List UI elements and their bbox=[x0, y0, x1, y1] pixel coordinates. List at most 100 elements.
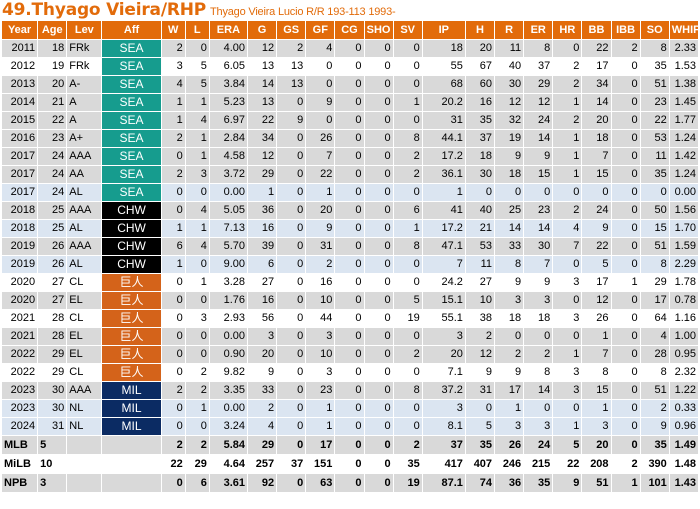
cell-cg: 0 bbox=[334, 309, 365, 328]
cell-era: 0.00 bbox=[208, 399, 249, 418]
cell-ip: 55.1 bbox=[421, 309, 466, 328]
cell-hr: 3 bbox=[552, 273, 583, 292]
cell-g: 92 bbox=[246, 473, 278, 493]
column-header-aff[interactable]: Aff bbox=[101, 20, 162, 40]
cell-l: 5 bbox=[184, 75, 210, 94]
cell-so: 29 bbox=[639, 273, 670, 292]
cell-w: 0 bbox=[160, 417, 186, 436]
column-header-year[interactable]: Year bbox=[0, 20, 39, 40]
column-header-lev[interactable]: Lev bbox=[66, 20, 103, 40]
column-header-gs[interactable]: GS bbox=[276, 20, 307, 40]
column-header-r[interactable]: R bbox=[494, 20, 525, 40]
cell-cg: 0 bbox=[334, 291, 365, 310]
cell-h: 16 bbox=[464, 93, 496, 112]
cell-so: 8 bbox=[639, 363, 670, 382]
cell-bb: 3 bbox=[581, 417, 612, 436]
column-header-gf[interactable]: GF bbox=[305, 20, 336, 40]
cell-r: 14 bbox=[494, 219, 525, 238]
column-header-ip[interactable]: IP bbox=[421, 20, 466, 40]
column-header-cg[interactable]: CG bbox=[334, 20, 365, 40]
cell-era: 5.05 bbox=[208, 201, 249, 220]
cell-cg: 0 bbox=[334, 201, 365, 220]
cell-r: 12 bbox=[494, 93, 525, 112]
column-header-ibb[interactable]: IBB bbox=[610, 20, 641, 40]
cell-whip: 1.38 bbox=[668, 75, 700, 94]
cell-era: 0.00 bbox=[208, 327, 249, 346]
cell-age: 26 bbox=[37, 237, 68, 256]
cell-bb: 5 bbox=[581, 255, 612, 274]
cell-gf: 26 bbox=[305, 129, 336, 148]
totals-row: MLB 5 2 2 5.84 29 0 17 0 0 2 37 35 26 24 5 20 0 35 1.49 bbox=[0, 435, 700, 455]
cell-whip: 1.49 bbox=[668, 435, 700, 455]
empty-cell bbox=[101, 435, 162, 455]
cell-lev: AL bbox=[66, 219, 103, 238]
cell-w: 2 bbox=[160, 129, 186, 148]
cell-hr: 7 bbox=[552, 237, 583, 256]
totals-row: MiLB 10 22 29 4.64 257 37 151 0 0 35 417 407 246 215 22… bbox=[0, 454, 700, 474]
column-header-l[interactable]: L bbox=[184, 20, 210, 40]
cell-era: 7.13 bbox=[208, 219, 249, 238]
cell-w: 6 bbox=[160, 237, 186, 256]
cell-ip: 68 bbox=[421, 75, 466, 94]
cell-sv: 19 bbox=[392, 473, 423, 493]
cell-lev: A bbox=[66, 93, 103, 112]
cell-age: 27 bbox=[37, 291, 68, 310]
cell-h: 9 bbox=[464, 363, 496, 382]
column-header-so[interactable]: SO bbox=[639, 20, 670, 40]
cell-er: 24 bbox=[523, 435, 554, 455]
cell-gs: 0 bbox=[276, 435, 307, 455]
cell-l: 3 bbox=[184, 309, 210, 328]
cell-gs: 0 bbox=[276, 327, 307, 346]
column-header-h[interactable]: H bbox=[464, 20, 496, 40]
cell-ip: 3 bbox=[421, 399, 466, 418]
cell-sho: 0 bbox=[363, 363, 394, 382]
column-header-w[interactable]: W bbox=[160, 20, 186, 40]
cell-ip: 44.1 bbox=[421, 129, 466, 148]
cell-ip: 20 bbox=[421, 345, 466, 364]
cell-lev: NL bbox=[66, 417, 103, 436]
cell-gf: 23 bbox=[305, 381, 336, 400]
cell-lev: AAA bbox=[66, 201, 103, 220]
column-header-er[interactable]: ER bbox=[523, 20, 554, 40]
cell-whip: 2.29 bbox=[668, 255, 700, 274]
cell-r: 25 bbox=[494, 201, 525, 220]
column-header-hr[interactable]: HR bbox=[552, 20, 583, 40]
cell-era: 9.82 bbox=[208, 363, 249, 382]
cell-l: 2 bbox=[184, 381, 210, 400]
column-header-whip[interactable]: WHIP bbox=[668, 20, 700, 40]
cell-w: 0 bbox=[160, 345, 186, 364]
cell-hr: 1 bbox=[552, 129, 583, 148]
cell-sho: 0 bbox=[363, 129, 394, 148]
cell-er: 0 bbox=[523, 399, 554, 418]
cell-gs: 0 bbox=[276, 273, 307, 292]
cell-lev: AAA bbox=[66, 237, 103, 256]
cell-ip: 17.2 bbox=[421, 147, 466, 166]
cell-hr: 3 bbox=[552, 381, 583, 400]
cell-whip: 1.70 bbox=[668, 219, 700, 238]
column-header-sv[interactable]: SV bbox=[392, 20, 423, 40]
cell-year: 2014 bbox=[0, 93, 39, 112]
cell-sho: 0 bbox=[363, 165, 394, 184]
cell-bb: 34 bbox=[581, 75, 612, 94]
cell-er: 14 bbox=[523, 381, 554, 400]
column-header-g[interactable]: G bbox=[246, 20, 278, 40]
cell-era: 3.61 bbox=[208, 473, 249, 493]
cell-era: 4.64 bbox=[208, 454, 249, 474]
cell-h: 12 bbox=[464, 345, 496, 364]
cell-ibb: 0 bbox=[610, 201, 641, 220]
cell-w: 0 bbox=[160, 309, 186, 328]
column-header-bb[interactable]: BB bbox=[581, 20, 612, 40]
cell-r: 11 bbox=[494, 39, 525, 58]
cell-l: 0 bbox=[184, 39, 210, 58]
cell-hr: 2 bbox=[552, 111, 583, 130]
cell-so: 9 bbox=[639, 417, 670, 436]
column-header-sho[interactable]: SHO bbox=[363, 20, 394, 40]
column-header-age[interactable]: Age bbox=[37, 20, 68, 40]
cell-ibb: 0 bbox=[610, 237, 641, 256]
column-header-era[interactable]: ERA bbox=[208, 20, 249, 40]
cell-lev: A+ bbox=[66, 129, 103, 148]
cell-gs: 0 bbox=[276, 237, 307, 256]
totals-years: 5 bbox=[37, 435, 68, 455]
cell-h: 38 bbox=[464, 309, 496, 328]
cell-so: 8 bbox=[639, 39, 670, 58]
